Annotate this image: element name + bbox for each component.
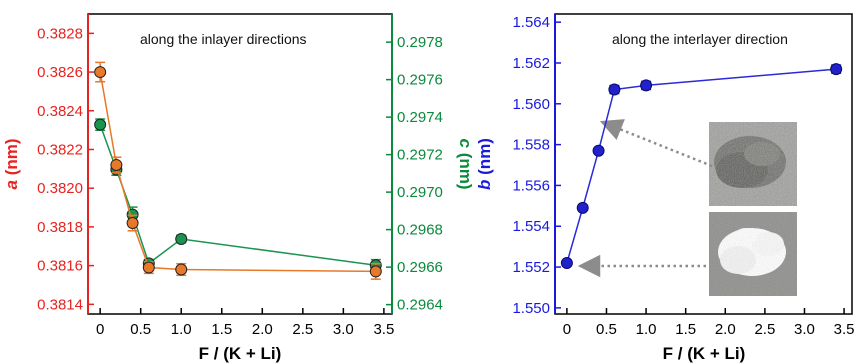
left-x-tick-label: 3.5	[373, 321, 394, 338]
right-y-tick-label: 0.2966	[397, 259, 443, 276]
b-data-point	[608, 83, 621, 96]
series-line-right	[99, 124, 376, 266]
left-x-tick-label: 0	[96, 321, 104, 338]
right-y-tick-label: 0.2974	[397, 109, 443, 126]
white-powder-photo	[709, 212, 797, 296]
b-y-tick-label: 1.564	[512, 14, 550, 31]
right-annotation: along the interlayer direction	[612, 31, 788, 47]
data-point-left	[175, 263, 188, 276]
left-x-tick-label: 2.0	[252, 321, 273, 338]
b-x-tick-label: 0.5	[596, 321, 617, 338]
left-y-tick-label: 0.3820	[37, 180, 83, 197]
left-y-tick-label: 0.3828	[37, 25, 83, 42]
b-y-tick-label: 1.550	[512, 300, 550, 317]
b-x-tick-label: 1.5	[675, 321, 696, 338]
b-x-tick-label: 3.5	[834, 321, 855, 338]
data-point-left	[94, 66, 107, 79]
left-y-tick-label: 0.3818	[37, 219, 83, 236]
right-y-tick-label: 0.2968	[397, 222, 443, 239]
right-y-axis-title: c (nm)	[456, 138, 475, 189]
left-x-tick-label: 1.5	[211, 321, 232, 338]
right-plot-frame	[554, 13, 853, 315]
left-y-tick-label: 0.3824	[37, 103, 83, 120]
data-point-left	[126, 217, 139, 230]
b-series-line	[566, 68, 837, 264]
right-y-tick-label: 0.2964	[397, 297, 443, 314]
left-y-axis-title: a (nm)	[2, 138, 21, 189]
left-y-tick-label: 0.3826	[37, 64, 83, 81]
b-y-tick-label: 1.552	[512, 259, 550, 276]
data-point-left	[369, 265, 382, 278]
left-x-tick-label: 2.5	[292, 321, 313, 338]
b-y-tick-label: 1.562	[512, 55, 550, 72]
right-y-tick-label: 0.2972	[397, 147, 443, 164]
data-point-right	[175, 233, 188, 245]
left-plot-frame	[87, 13, 393, 315]
b-data-point	[576, 201, 589, 214]
data-point-right	[94, 118, 107, 131]
b-data-point	[560, 256, 573, 269]
b-x-tick-label: 1.0	[636, 321, 657, 338]
data-point-left	[110, 158, 123, 171]
b-x-tick-label: 2.0	[715, 321, 736, 338]
right-y-tick-label: 0.2976	[397, 72, 443, 89]
b-x-tick-label: 3.0	[794, 321, 815, 338]
b-y-tick-label: 1.554	[512, 218, 550, 235]
series-line-left	[99, 71, 376, 273]
b-data-point	[592, 144, 605, 157]
b-y-tick-label: 1.558	[512, 137, 550, 154]
left-x-tick-label: 1.0	[171, 321, 192, 338]
left-y-tick-label: 0.3822	[37, 141, 83, 158]
left-x-tick-label: 3.0	[333, 321, 354, 338]
right-y-tick-label: 0.2978	[397, 34, 443, 51]
arrow-to-gray	[599, 119, 713, 168]
left-annotation: along the inlayer directions	[140, 31, 307, 47]
b-data-point	[640, 79, 653, 92]
b-x-tick-label: 0	[563, 321, 571, 338]
left-y-tick-label: 0.3816	[37, 258, 83, 275]
b-x-tick-label: 2.5	[754, 321, 775, 338]
gray-powder-photo	[709, 122, 797, 206]
left-chart: 0 0.5 1.0 1.5 2.0 2.5 3.0 3.5 0.3814 0.3816 0.381…	[2, 13, 475, 363]
b-y-tick-label: 1.560	[512, 96, 550, 113]
right-chart: 0 0.5 1.0 1.5 2.0 2.5 3.0 3.5 1.550 1.552 1.554 1.…	[475, 13, 855, 363]
right-y-tick-label: 0.2970	[397, 184, 443, 201]
b-y-tick-label: 1.556	[512, 177, 550, 194]
left-y-tick-label: 0.3814	[37, 296, 83, 313]
data-point-left	[142, 261, 155, 274]
left-x-axis-title: F / (K + Li)	[199, 344, 282, 363]
left-x-tick-label: 0.5	[130, 321, 151, 338]
b-data-point	[830, 63, 843, 76]
b-axis-title: b (nm)	[475, 138, 494, 190]
right-x-axis-title: F / (K + Li)	[663, 344, 746, 363]
